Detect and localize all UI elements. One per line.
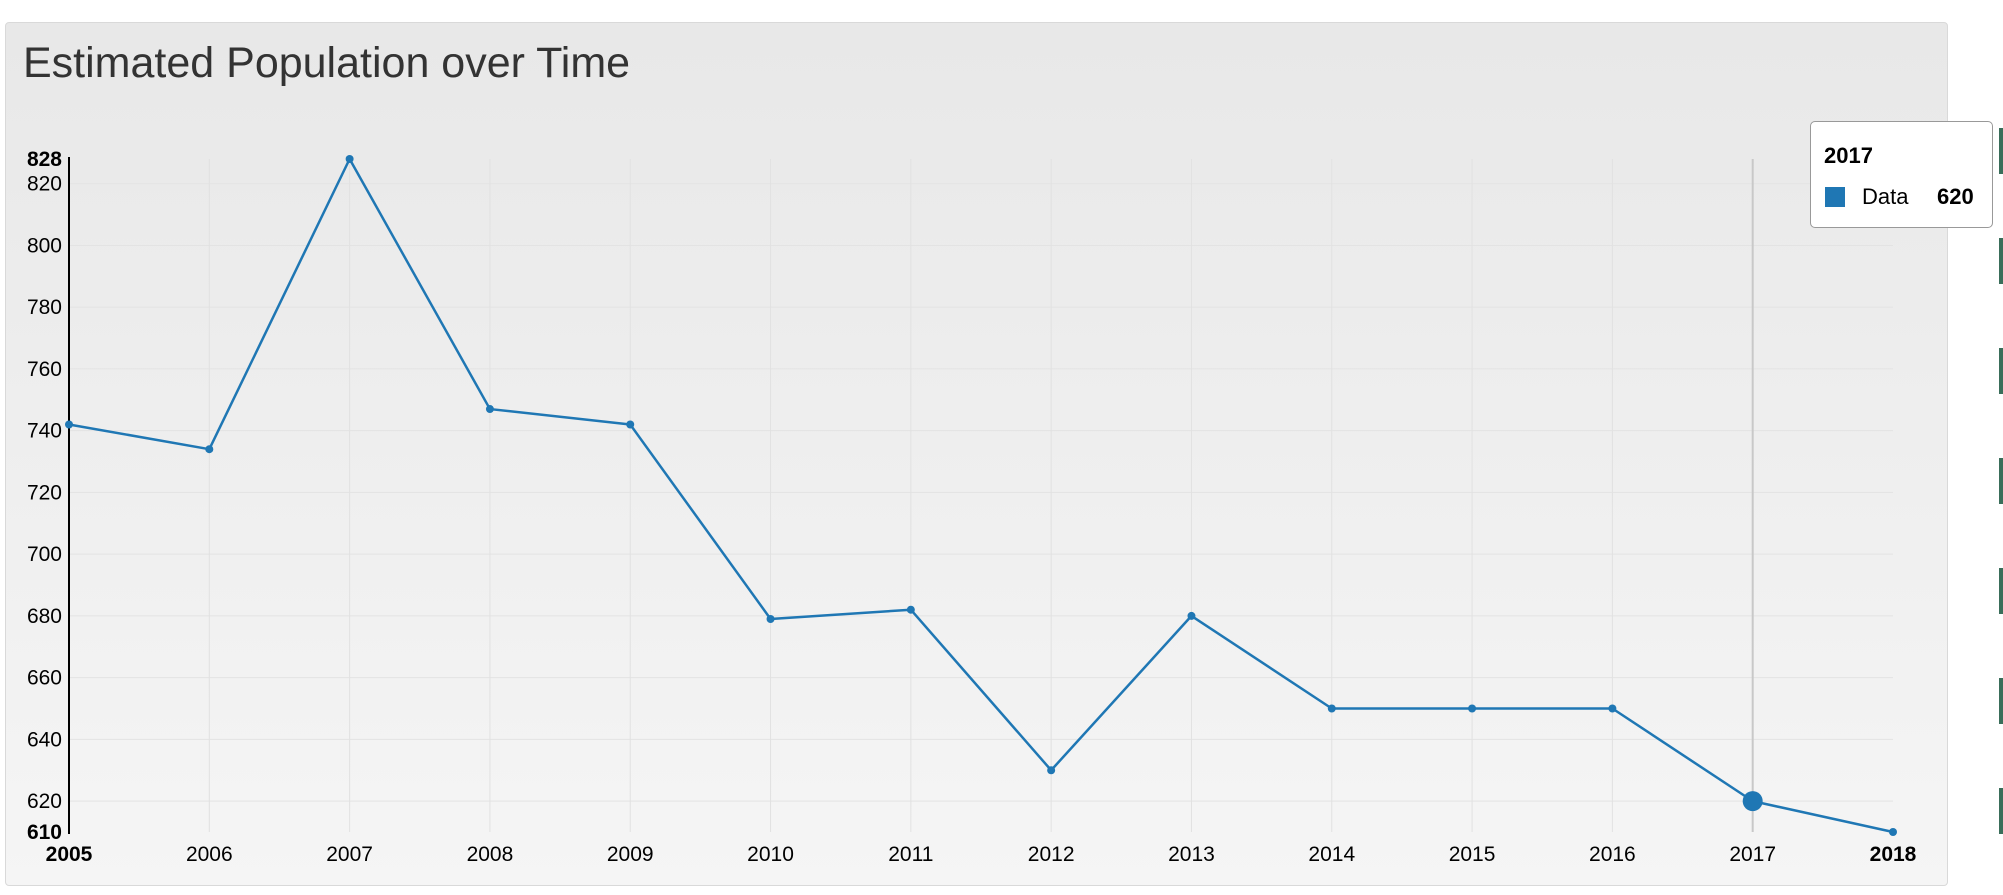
series-data[interactable] [65,155,1897,836]
x-tick-label: 2006 [186,843,233,866]
x-tick-label: 2009 [607,843,654,866]
y-tick-label: 640 [27,728,62,751]
edge-mark [1999,788,2003,834]
series-line[interactable] [68,157,1894,834]
data-point[interactable] [1047,766,1056,775]
grid-lines [69,159,1893,832]
chart-title: Estimated Population over Time [23,39,631,87]
y-tick-label: 740 [27,420,62,443]
x-tick-label: 2015 [1449,843,1496,866]
x-tick-label: 2007 [326,843,373,866]
x-tick-label: 2016 [1589,843,1636,866]
chart-panel: Estimated Population over Time [5,22,1948,886]
y-tick-label: 660 [27,667,62,690]
data-point[interactable] [205,445,214,454]
x-tick-label: 2013 [1168,843,1215,866]
x-tick-label: 2017 [1729,843,1776,866]
y-tick-label: 680 [27,605,62,628]
edge-mark [1999,238,2003,284]
tooltip-value: 620 [1937,184,1974,209]
hover-tooltip: 2017 Data 620 [1810,121,1993,228]
edge-mark [1999,568,2003,614]
y-tick-label: 620 [27,790,62,813]
tooltip-series-swatch [1825,187,1845,207]
data-point[interactable] [1889,828,1897,836]
tooltip-series-name: Data [1862,184,1909,209]
edge-mark [1999,128,2003,174]
data-point[interactable] [906,605,915,614]
tick-labels: 8208007807607407207006806606406208286102… [27,148,1917,866]
data-point[interactable] [485,405,494,414]
y-extent-max-label: 828 [27,148,62,171]
y-tick-label: 720 [27,481,62,504]
x-tick-label: 2005 [46,843,93,866]
page-edge-strip [1995,0,2003,895]
y-tick-label: 700 [27,543,62,566]
tooltip-header: 2017 [1824,143,1873,168]
edge-mark [1999,678,2003,724]
x-tick-label: 2011 [888,843,933,866]
edge-mark [1999,348,2003,394]
x-tick-label: 2012 [1028,843,1075,866]
y-extent-min-label: 610 [27,821,62,844]
data-point[interactable] [766,614,775,623]
y-tick-label: 780 [27,296,62,319]
data-point[interactable] [1608,704,1617,713]
y-tick-label: 800 [27,234,62,257]
edge-mark [1999,458,2003,504]
x-tick-label: 2014 [1308,843,1355,866]
x-tick-label: 2018 [1870,843,1917,866]
data-point[interactable] [1187,611,1196,620]
data-point[interactable] [626,420,635,429]
highlighted-data-point[interactable] [1742,791,1763,812]
data-point[interactable] [345,155,354,163]
data-point[interactable] [65,420,73,429]
data-point[interactable] [1327,704,1336,713]
y-tick-label: 820 [27,173,62,196]
x-tick-label: 2008 [467,843,514,866]
y-tick-label: 760 [27,358,62,381]
data-point[interactable] [1468,704,1477,713]
x-tick-label: 2010 [747,843,794,866]
